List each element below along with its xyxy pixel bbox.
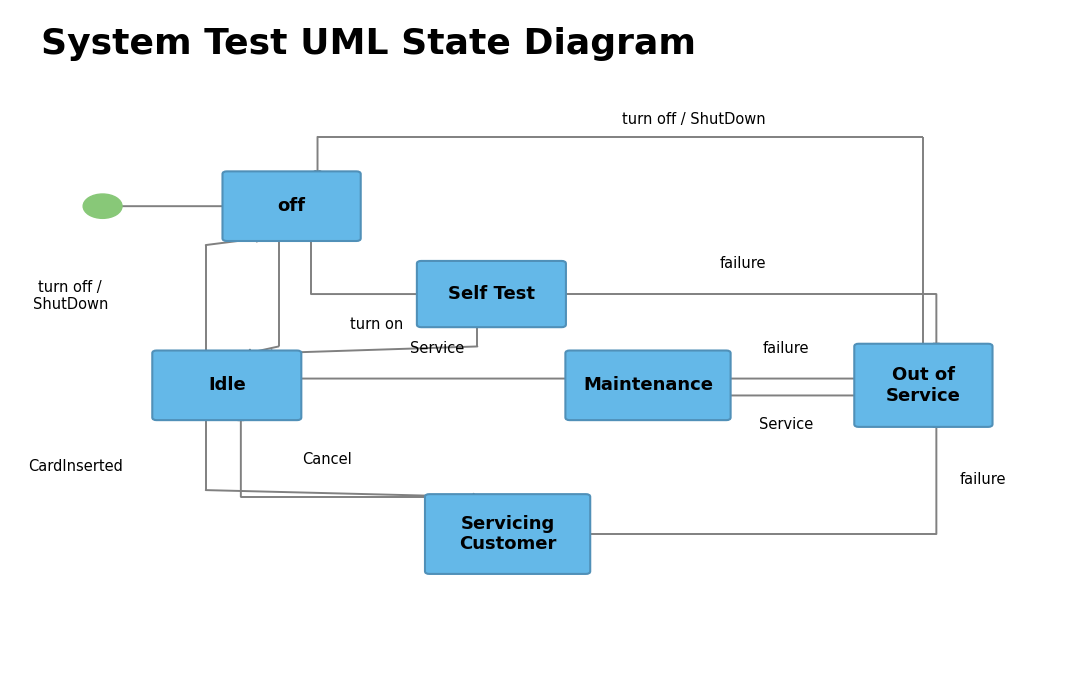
Text: Servicing
Customer: Servicing Customer: [459, 514, 556, 554]
Text: failure: failure: [719, 256, 766, 271]
Text: CardInserted: CardInserted: [28, 459, 123, 474]
FancyBboxPatch shape: [854, 343, 993, 427]
Text: off: off: [278, 197, 306, 215]
Text: Out of
Service: Out of Service: [886, 366, 961, 405]
Text: System Test UML State Diagram: System Test UML State Diagram: [41, 27, 696, 61]
Text: Service: Service: [758, 417, 813, 432]
Text: Self Test: Self Test: [448, 285, 535, 303]
Circle shape: [83, 194, 122, 218]
FancyBboxPatch shape: [424, 494, 591, 574]
FancyBboxPatch shape: [417, 261, 566, 327]
FancyBboxPatch shape: [222, 172, 361, 241]
Text: Maintenance: Maintenance: [583, 377, 713, 394]
Text: Idle: Idle: [208, 377, 245, 394]
Text: turn on: turn on: [350, 317, 404, 332]
Text: Cancel: Cancel: [301, 452, 352, 467]
Text: turn off / ShutDown: turn off / ShutDown: [622, 112, 766, 128]
Text: Service: Service: [410, 341, 464, 356]
FancyBboxPatch shape: [566, 350, 730, 420]
Text: failure: failure: [960, 472, 1007, 487]
Text: failure: failure: [762, 341, 809, 356]
Text: turn off /
ShutDown: turn off / ShutDown: [32, 280, 108, 312]
FancyBboxPatch shape: [152, 350, 301, 420]
